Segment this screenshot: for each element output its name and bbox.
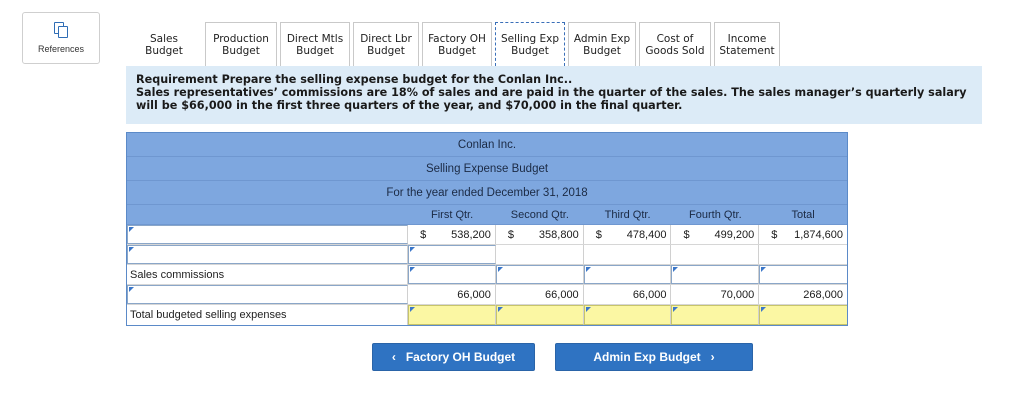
chevron-left-icon: ‹: [391, 350, 396, 364]
salary-q2: 66,000: [496, 285, 584, 304]
column-header-q4: Fourth Qtr.: [689, 208, 742, 221]
blank-q4: [671, 245, 760, 264]
total-q1[interactable]: [408, 305, 496, 325]
company-name: Conlan Inc.: [127, 133, 847, 157]
salary-q4: 70,000: [671, 285, 760, 304]
requirement-text: Sales representatives’ commissions are 1…: [136, 86, 967, 112]
next-button-label: Admin Exp Budget: [593, 350, 701, 364]
total-q3[interactable]: [583, 305, 672, 325]
commissions-q1[interactable]: [408, 265, 496, 284]
references-label: References: [37, 44, 85, 54]
column-headers: First Qtr. Second Qtr. Third Qtr. Fourth…: [127, 205, 847, 225]
commissions-q2[interactable]: [495, 265, 584, 284]
factory-oh-budget-button[interactable]: ‹ Factory OH Budget: [372, 343, 535, 371]
column-header-q1: First Qtr.: [431, 208, 474, 221]
selling-expense-budget-table: Conlan Inc. Selling Expense Budget For t…: [126, 132, 848, 326]
input-q1[interactable]: [408, 245, 496, 264]
commissions-q4[interactable]: [671, 265, 760, 284]
tab-direct-lbr-budget[interactable]: Direct Lbr Budget: [353, 22, 419, 66]
budget-tabs: Sales Budget Production Budget Direct Mt…: [126, 22, 783, 66]
tab-admin-exp-budget[interactable]: Admin Exp Budget: [568, 22, 636, 66]
table-row-input: [127, 245, 847, 265]
salary-q1: 66,000: [408, 285, 496, 304]
table-row-total: Total budgeted selling expenses: [127, 305, 847, 325]
references-button[interactable]: References: [22, 12, 100, 64]
sales-q3: $478,400: [584, 225, 672, 244]
sales-q2: $358,800: [496, 225, 584, 244]
budget-title: Selling Expense Budget: [127, 157, 847, 181]
requirement-title: Requirement Prepare the selling expense …: [136, 73, 573, 86]
salary-total: 268,000: [803, 288, 844, 301]
budget-period: For the year ended December 31, 2018: [127, 181, 847, 205]
tab-cost-of-goods-sold[interactable]: Cost of Goods Sold: [639, 22, 711, 66]
chevron-right-icon: ›: [710, 350, 715, 364]
total-q4[interactable]: [671, 305, 760, 325]
commissions-total[interactable]: [759, 265, 847, 284]
tab-production-budget[interactable]: Production Budget: [205, 22, 277, 66]
row-label-input[interactable]: [127, 285, 409, 304]
requirement-banner: Requirement Prepare the selling expense …: [126, 66, 982, 124]
tab-factory-oh-budget[interactable]: Factory OH Budget: [422, 22, 492, 66]
column-header-q3: Third Qtr.: [604, 208, 651, 221]
salary-q3: 66,000: [584, 285, 672, 304]
table-row-salary: 66,000 66,000 66,000 70,000 268,000: [127, 285, 847, 305]
table-row-sales: $538,200 $358,800 $478,400 $499,200 $1,8…: [127, 225, 847, 245]
sales-q1: $538,200: [408, 225, 496, 244]
sales-total: $1,874,600: [771, 228, 844, 241]
prev-button-label: Factory OH Budget: [405, 350, 516, 364]
blank-q3: [584, 245, 672, 264]
admin-exp-budget-button[interactable]: Admin Exp Budget ›: [555, 343, 753, 371]
sales-commissions-label: Sales commissions: [127, 265, 409, 284]
blank-total: [759, 245, 847, 264]
tab-direct-mtls-budget[interactable]: Direct Mtls Budget: [280, 22, 350, 66]
row-label-input[interactable]: [127, 245, 409, 264]
tab-selling-exp-budget[interactable]: Selling Exp Budget: [495, 22, 565, 66]
column-header-q2: Second Qtr.: [510, 208, 569, 221]
documents-icon: [54, 22, 68, 38]
table-row-commissions: Sales commissions: [127, 265, 847, 285]
tab-income-statement[interactable]: Income Statement: [714, 22, 780, 66]
blank-q2: [496, 245, 584, 264]
total-total[interactable]: [759, 305, 847, 325]
sales-q4: $499,200: [671, 225, 760, 244]
row-label-input[interactable]: [127, 225, 409, 244]
column-header-label: [127, 205, 408, 224]
commissions-q3[interactable]: [583, 265, 672, 284]
total-selling-expenses-label: Total budgeted selling expenses: [127, 305, 409, 325]
total-q2[interactable]: [495, 305, 584, 325]
column-header-total: Total: [791, 208, 815, 221]
tab-sales-budget[interactable]: Sales Budget: [126, 22, 202, 66]
